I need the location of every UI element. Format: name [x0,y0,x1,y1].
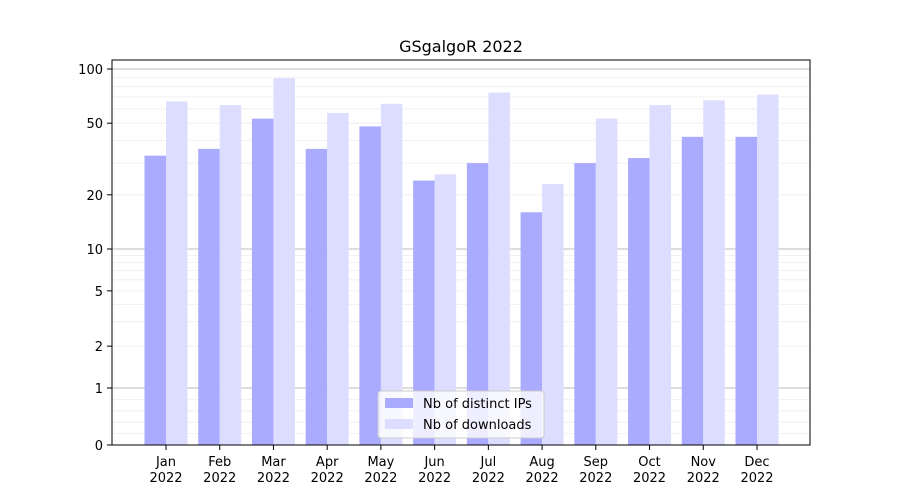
y-tick-label: 10 [86,243,103,258]
x-tick-label: Feb [208,455,231,470]
plot-area-frame [111,59,811,446]
x-tick-label: 2022 [526,471,559,486]
x-tick-label: 2022 [418,471,451,486]
y-tick-label: 5 [95,285,103,300]
legend-swatch [385,419,413,429]
bar-downloads [166,101,188,446]
bar-distinct-ips [359,126,381,445]
y-tick-label: 0 [95,439,103,454]
bar-distinct-ips [144,155,166,446]
bar-distinct-ips [628,158,650,445]
x-tick-label: 2022 [579,471,612,486]
x-tick-label: 2022 [149,471,182,486]
legend: Nb of distinct IPs Nb of downloads [377,390,545,439]
y-tick-label: 100 [78,63,103,78]
x-tick-label: 2022 [203,471,236,486]
legend-swatch [385,398,413,408]
bar-downloads [542,183,564,446]
x-tick-label: 2022 [687,471,720,486]
chart-title: GSgalgoR 2022 [399,37,523,56]
y-tick-label: 20 [86,189,103,204]
x-tick-label: Apr [316,455,339,470]
bar-distinct-ips [198,148,220,446]
x-tick-label: 2022 [740,471,773,486]
bar-distinct-ips [574,163,596,446]
x-tick-label: 2022 [257,471,290,486]
x-tick-label: Jul [480,455,497,470]
bar-downloads [757,94,779,446]
bar-downloads [327,112,349,445]
legend-box [377,390,545,439]
bar-distinct-ips [413,180,435,445]
bar-downloads [380,103,403,445]
bar-distinct-ips [735,136,757,445]
x-tick-label: 2022 [472,471,505,486]
x-tick-label: Oct [638,455,660,470]
x-tick-label: 2022 [364,471,397,486]
bar-downloads [273,78,295,445]
x-tick-label: Jun [423,455,444,470]
bar-downloads [703,100,725,446]
bar-distinct-ips [520,212,543,445]
x-tick-label: Jan [155,455,176,470]
x-tick-label: Nov [691,455,717,470]
bar-distinct-ips [681,136,704,445]
x-tick-label: Dec [744,455,769,470]
x-tick-label: Sep [584,455,609,470]
bar-distinct-ips [305,148,328,446]
legend-label: Nb of downloads [423,418,532,433]
x-tick-label: 2022 [633,471,666,486]
legend-label: Nb of distinct IPs [423,397,532,412]
bar-downloads [488,92,510,445]
bar-downloads [595,118,618,445]
bar-downloads [649,105,672,445]
x-tick-label: May [367,455,394,470]
y-tick-label: 50 [86,117,103,132]
x-tick-label: Mar [261,455,286,470]
y-tick-label: 1 [95,382,103,397]
bar-downloads [219,105,242,445]
x-tick-label: Aug [529,455,554,470]
bar-downloads [434,174,457,445]
bar-distinct-ips [466,163,489,446]
y-tick-label: 2 [95,340,103,355]
bar-distinct-ips [251,118,274,445]
x-tick-label: 2022 [311,471,344,486]
